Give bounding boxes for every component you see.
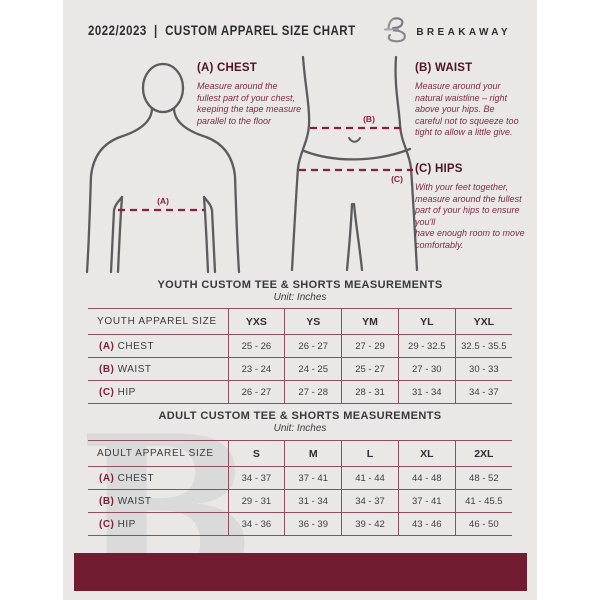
row-label: CHEST	[117, 340, 155, 352]
adult-table-unit: Unit: Inches	[273, 423, 327, 434]
row-label: HIP	[117, 386, 136, 398]
footer-accent-bar	[74, 553, 527, 591]
size-chart-document: 2022/2023 | CUSTOM APPAREL SIZE CHART BR…	[63, 0, 537, 600]
size-m: M	[284, 440, 342, 467]
waist-instructions: (B) WAIST Measure around your natural wa…	[415, 62, 521, 139]
size-ys: YS	[284, 308, 342, 335]
chest-heading: (A) CHEST	[197, 62, 257, 74]
cell: 25 - 26	[227, 334, 285, 358]
cell: 37 - 41	[284, 466, 342, 490]
upper-body-figure	[85, 62, 241, 274]
lower-body-figure	[290, 55, 419, 272]
adult-header-row: ADULT APPAREL SIZE S M L XL 2XL	[88, 440, 512, 467]
cell: 31 - 34	[397, 380, 456, 404]
size-yl: YL	[397, 308, 456, 335]
cell: 27 - 28	[284, 380, 342, 404]
adult-table-title: ADULT CUSTOM TEE & SHORTS MEASUREMENTS	[158, 410, 442, 422]
chest-line-label: (A)	[157, 196, 169, 206]
row-prefix: (A)	[99, 340, 115, 352]
cell: 24 - 25	[284, 357, 342, 381]
row-prefix: (C)	[99, 518, 115, 530]
youth-size-table: YOUTH APPAREL SIZE YXS YS YM YL YXL (A) …	[88, 308, 512, 404]
table-row: (B) WAIST 23 - 24 24 - 25 25 - 27 27 - 3…	[88, 357, 512, 381]
measurement-lines	[118, 126, 413, 212]
cell: 41 - 44	[341, 466, 399, 490]
cell: 48 - 52	[454, 466, 512, 490]
size-2xl: 2XL	[454, 440, 512, 467]
cell: 43 - 46	[397, 512, 456, 536]
cell: 31 - 34	[284, 489, 342, 513]
youth-header-row: YOUTH APPAREL SIZE YXS YS YM YL YXL	[88, 308, 512, 335]
cell: 26 - 27	[227, 380, 285, 404]
youth-table-unit: Unit: Inches	[273, 292, 327, 303]
cell: 27 - 30	[397, 357, 456, 381]
hips-heading: (C) HIPS	[415, 163, 463, 175]
adult-size-col-header: ADULT APPAREL SIZE	[97, 448, 214, 459]
cell: 26 - 27	[284, 334, 342, 358]
waist-body-text: Measure around your natural waistline – …	[415, 81, 519, 137]
page-title: 2022/2023 | CUSTOM APPAREL SIZE CHART	[88, 22, 356, 38]
cell: 25 - 27	[341, 357, 399, 381]
cell: 36 - 39	[284, 512, 342, 536]
cell: 37 - 41	[397, 489, 456, 513]
measurement-diagram: (A) (B) (C)	[85, 55, 419, 274]
table-row: (C) HIP 34 - 36 36 - 39 39 - 42 43 - 46 …	[88, 512, 512, 536]
cell: 34 - 37	[341, 489, 399, 513]
cell: 39 - 42	[341, 512, 399, 536]
hips-line-label: (C)	[391, 174, 403, 184]
youth-table-title: YOUTH CUSTOM TEE & SHORTS MEASUREMENTS	[157, 279, 443, 291]
cell: 44 - 48	[397, 466, 456, 490]
chest-instructions: (A) CHEST Measure around the fullest par…	[197, 62, 303, 127]
row-label: WAIST	[117, 495, 152, 507]
hips-instructions: (C) HIPS With your feet together, measur…	[415, 163, 527, 251]
size-s: S	[227, 440, 285, 467]
size-yxs: YXS	[227, 308, 285, 335]
youth-size-col-header: YOUTH APPAREL SIZE	[97, 316, 217, 327]
row-prefix: (A)	[99, 472, 115, 484]
cell: 46 - 50	[454, 512, 512, 536]
size-ym: YM	[341, 308, 399, 335]
waist-heading: (B) WAIST	[415, 62, 473, 74]
table-row: (A) CHEST 34 - 37 37 - 41 41 - 44 44 - 4…	[88, 466, 512, 490]
cell: 30 - 33	[454, 357, 512, 381]
row-prefix: (C)	[99, 386, 115, 398]
cell: 34 - 37	[454, 380, 512, 404]
row-prefix: (B)	[99, 495, 115, 507]
table-row: (C) HIP 26 - 27 27 - 28 28 - 31 31 - 34 …	[88, 380, 512, 404]
cell: 23 - 24	[227, 357, 285, 381]
row-label: WAIST	[117, 363, 152, 375]
table-row: (B) WAIST 29 - 31 31 - 34 34 - 37 37 - 4…	[88, 489, 512, 513]
cell: 32.5 - 35.5	[454, 334, 512, 358]
size-l: L	[341, 440, 399, 467]
hips-body-text: With your feet together, measure around …	[415, 182, 525, 250]
cell: 27 - 29	[341, 334, 399, 358]
size-xl: XL	[397, 440, 456, 467]
cell: 34 - 37	[227, 466, 285, 490]
row-label: CHEST	[117, 472, 155, 484]
chest-body-text: Measure around the fullest part of your …	[197, 81, 302, 126]
size-yxl: YXL	[454, 308, 512, 335]
cell: 28 - 31	[341, 380, 399, 404]
row-label: HIP	[117, 518, 136, 530]
adult-size-table: ADULT APPAREL SIZE S M L XL 2XL (A) CHES…	[88, 440, 512, 536]
cell: 29 - 31	[227, 489, 285, 513]
cell: 29 - 32.5	[397, 334, 456, 358]
cell: 34 - 36	[227, 512, 285, 536]
waist-line-label: (B)	[363, 114, 375, 124]
brand-lockup: BREAKAWAY	[383, 16, 511, 48]
row-prefix: (B)	[99, 363, 115, 375]
cell: 41 - 45.5	[454, 489, 512, 513]
brand-name: BREAKAWAY	[416, 26, 511, 38]
breakaway-b-logo-icon	[383, 16, 407, 48]
table-row: (A) CHEST 25 - 26 26 - 27 27 - 29 29 - 3…	[88, 334, 512, 358]
